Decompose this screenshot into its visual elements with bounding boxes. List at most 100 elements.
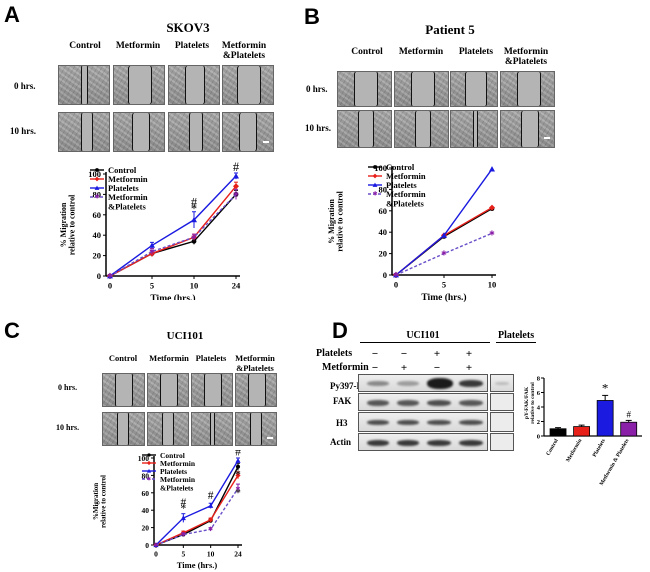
- legend-label: Platelets: [108, 183, 139, 193]
- blot-platelets-h3: [490, 412, 514, 432]
- chart-b: 0 20 40 60 80 100 0 5 10 Time (hrs.) % Migrationre…: [327, 162, 496, 303]
- legend-label: Metformin: [108, 174, 148, 184]
- wound-image: [168, 112, 220, 152]
- data-point: ✱: [233, 191, 239, 199]
- data-point: [146, 460, 152, 466]
- data-point: ✱: [181, 531, 186, 538]
- blot-platelets-py397-fak: [490, 374, 514, 392]
- x-tick-label: 5: [150, 281, 154, 291]
- y-axis-label: % Migrationrelative to control: [59, 194, 77, 255]
- y-tick-label: 0: [383, 270, 387, 280]
- band-label-h3: H3: [336, 418, 348, 428]
- x-axis-label: Time (hrs.): [177, 560, 218, 570]
- x-tick-label: 5: [181, 550, 185, 559]
- panel-b-title: Patient 5: [425, 22, 475, 37]
- legend-label: Control: [386, 162, 415, 172]
- y-tick-label: 20: [93, 251, 102, 261]
- x-tick-label: 24: [232, 281, 241, 291]
- legend-label: Platelets: [386, 180, 417, 190]
- significance-mark: #: [626, 409, 631, 419]
- x-tick-label: 0: [108, 281, 112, 291]
- chart-d: 0 2 4 6 8pY-FAK/FAKrelative to control Contro…: [524, 376, 642, 487]
- wound-image: [222, 65, 274, 105]
- treatment-label-platelets: Platelets: [316, 348, 353, 359]
- treatment-label-metformin: Metformin: [322, 362, 369, 373]
- y-tick-label: 80: [93, 189, 102, 199]
- wound-image: [394, 71, 449, 107]
- panel-a-letter: A: [4, 2, 20, 27]
- significance-mark: #: [191, 196, 198, 210]
- y-tick-label: 80: [379, 184, 388, 194]
- wound-image: [147, 373, 189, 407]
- significance-mark: #: [233, 160, 240, 174]
- data-point: [235, 464, 241, 469]
- panel-a-col-platelets: Platelets: [174, 41, 210, 51]
- data-point: [372, 182, 378, 187]
- panel-d-letter: D: [332, 318, 348, 343]
- y-tick-label: 8: [537, 376, 541, 383]
- wound-image: [102, 412, 145, 446]
- data-point: [191, 238, 197, 244]
- wound-image: [337, 110, 392, 148]
- x-tick-label: 10: [190, 281, 199, 291]
- panel-b-col-combo: Metformin &Platelets: [503, 47, 549, 67]
- data-point: ✱: [441, 250, 447, 258]
- x-axis-label: Time (hrs.): [150, 293, 195, 300]
- y-tick-label: 100: [374, 163, 387, 173]
- legend-label: Metformin: [160, 459, 196, 468]
- data-point: [180, 515, 186, 521]
- blot-platelets-fak: [490, 393, 514, 411]
- wound-image: [394, 110, 449, 148]
- significance-mark: #: [208, 490, 214, 502]
- data-point: ✱: [147, 476, 151, 482]
- scale-bar: [263, 141, 269, 143]
- wound-image: [58, 65, 110, 105]
- panel-b-row-0hrs: 0 hrs.: [306, 84, 328, 94]
- wound-image: [168, 65, 220, 105]
- wound-image: [450, 71, 498, 107]
- sign: +: [465, 362, 473, 374]
- x-tick-label: Control: [545, 438, 560, 457]
- panel-a-row-10hrs: 10 hrs.: [10, 126, 37, 136]
- data-point: [372, 173, 378, 179]
- y-axis-label: %Migrationrelative to control: [92, 475, 108, 528]
- y-tick-label: 100: [138, 454, 150, 463]
- x-tick-label: 10: [207, 550, 215, 559]
- data-point: ✱: [153, 542, 158, 549]
- significance-mark: *: [235, 469, 241, 481]
- wound-image: [113, 112, 165, 152]
- scale-bar: [267, 437, 273, 439]
- significance-mark: #: [235, 450, 241, 458]
- panel-a-col-control: Control: [69, 41, 101, 51]
- series-line: [155, 488, 239, 546]
- bar: [549, 428, 567, 437]
- chart-c: 0 20 40 60 80 100 0 5 10 24 Time (hrs.) %Migrationr…: [92, 450, 242, 570]
- panel-c-col-control: Control: [108, 353, 138, 363]
- bar: [596, 400, 614, 437]
- panel-a-col-metformin: Metformin: [115, 41, 161, 51]
- series-line: [155, 475, 239, 546]
- y-tick-label: 100: [88, 169, 101, 179]
- y-tick-label: 60: [142, 489, 150, 498]
- wound-image: [500, 71, 555, 107]
- y-tick-label: 40: [379, 227, 388, 237]
- data-point: [489, 166, 495, 172]
- data-point: [191, 216, 197, 223]
- blot-strip-h3: [358, 412, 488, 432]
- data-point: [147, 453, 151, 457]
- bar: [573, 426, 590, 437]
- significance-mark: *: [191, 202, 197, 216]
- y-tick-label: 60: [93, 210, 102, 220]
- data-point: [489, 204, 495, 211]
- data-point: [233, 173, 239, 179]
- significance-mark: #: [180, 497, 186, 509]
- y-tick-label: 40: [93, 230, 102, 240]
- x-tick-label: Platelets: [592, 438, 607, 458]
- x-tick-label: Metformin: [565, 438, 583, 463]
- panel-b-letter: B: [304, 4, 320, 29]
- data-point: ✱: [393, 271, 399, 279]
- y-tick-label: 0: [145, 541, 149, 550]
- blot-strip-py397-fak: [358, 374, 488, 392]
- wound-image: [113, 65, 165, 105]
- sign: −: [400, 348, 408, 360]
